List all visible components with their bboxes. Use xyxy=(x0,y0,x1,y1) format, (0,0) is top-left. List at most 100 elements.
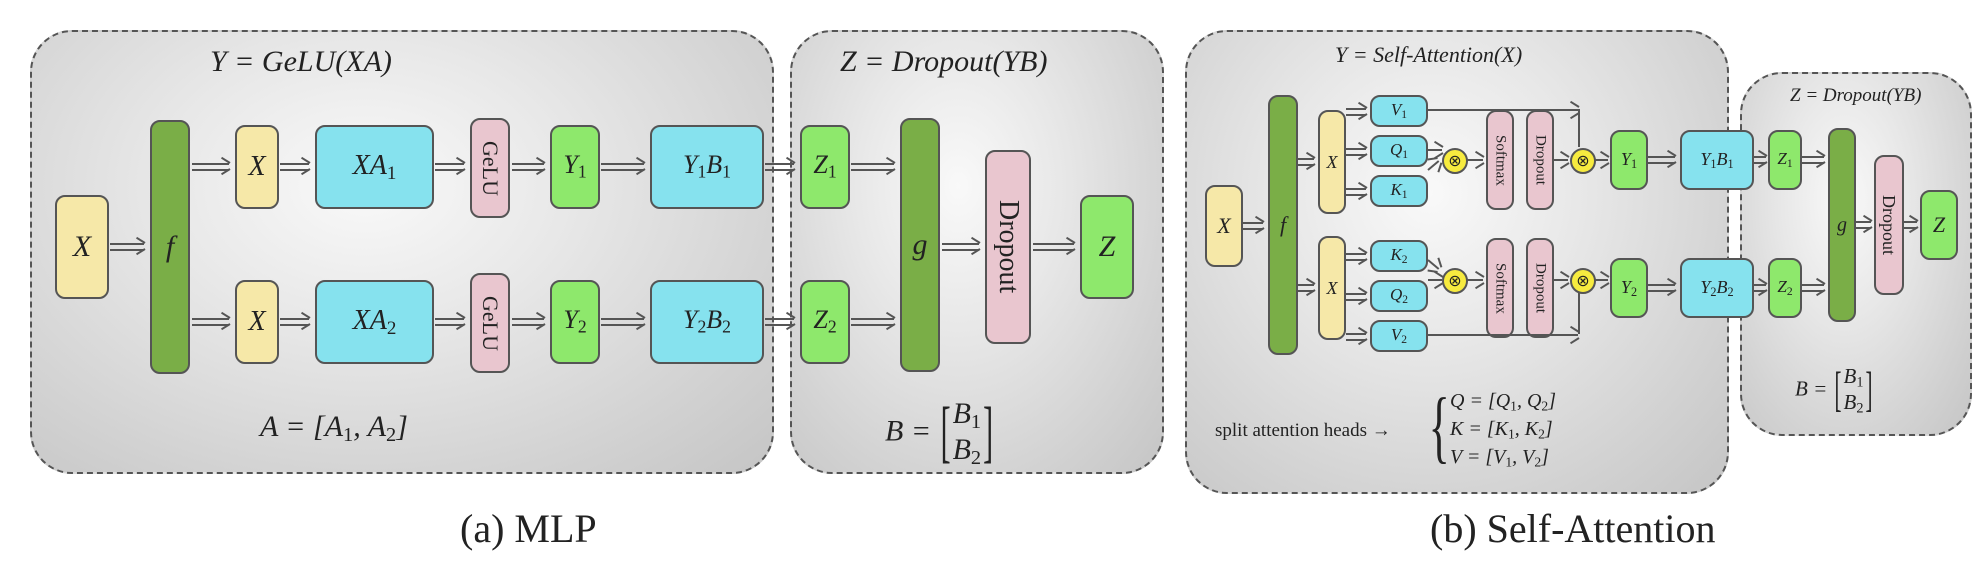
arrow xyxy=(512,318,544,326)
attn-V1: V1 xyxy=(1370,95,1428,127)
arrow xyxy=(435,318,464,326)
attn-brace: { xyxy=(1429,382,1450,473)
mlp-title-2: Z = Dropout(YB) xyxy=(840,45,1047,79)
arrow xyxy=(1648,284,1675,292)
arrow xyxy=(851,318,894,326)
arrow xyxy=(1428,334,1578,336)
attn-av-1: ⊗ xyxy=(1570,148,1596,174)
mlp-title-1: Y = GeLU(XA) xyxy=(210,45,392,79)
arrow xyxy=(1243,222,1263,230)
arrow xyxy=(1346,293,1366,301)
attn-Y2B2: Y2B2 xyxy=(1680,258,1754,318)
mlp-Z1: Z1 xyxy=(800,125,850,209)
arrow xyxy=(192,163,229,171)
arrow xyxy=(1466,279,1483,281)
mlp-XA2: XA2 xyxy=(315,280,434,364)
arrow xyxy=(765,163,794,171)
attn-eq-K: K = [K1, K2] xyxy=(1450,418,1553,442)
attn-dropi-1: Dropout xyxy=(1526,110,1554,210)
arrow xyxy=(1648,156,1675,164)
attn-split-note: split attention heads → xyxy=(1215,420,1391,442)
line xyxy=(1578,109,1580,147)
attn-softmax-1: Softmax xyxy=(1486,110,1514,210)
attn-title-2: Z = Dropout(YB) xyxy=(1790,85,1921,107)
attn-Q1: Q1 xyxy=(1370,135,1428,167)
arrow xyxy=(1754,284,1766,292)
arrow xyxy=(1298,158,1314,166)
arrow xyxy=(765,318,794,326)
attn-Z: Z xyxy=(1920,190,1958,260)
attn-softmax-2: Softmax xyxy=(1486,238,1514,338)
mlp-Z: Z xyxy=(1080,195,1134,299)
arrow xyxy=(942,243,979,251)
b2-row: B2 xyxy=(953,433,982,466)
arrow xyxy=(1346,188,1366,196)
mlp-Y2B2: Y2B2 xyxy=(650,280,764,364)
attn-g: g xyxy=(1828,128,1856,322)
arrow xyxy=(1594,279,1608,281)
attn-V2: V2 xyxy=(1370,320,1428,352)
arrow xyxy=(1346,253,1366,261)
arrow xyxy=(1903,221,1917,229)
arrow xyxy=(601,318,644,326)
arrow xyxy=(1033,243,1074,251)
attn-Y1: Y1 xyxy=(1610,130,1648,190)
mlp-Xtop: X xyxy=(235,125,279,209)
arrow xyxy=(1346,333,1366,341)
arrow xyxy=(435,163,464,171)
mlp-dropout: Dropout xyxy=(985,150,1031,344)
mlp-Xbot: X xyxy=(235,280,279,364)
arrow xyxy=(1428,279,1442,281)
arrow xyxy=(192,318,229,326)
caption-b: (b) Self-Attention xyxy=(1430,505,1716,552)
arrow xyxy=(601,163,644,171)
mlp-g: g xyxy=(900,118,940,372)
attn-eq-Q: Q = [Q1, Q2] xyxy=(1450,390,1556,414)
arrow xyxy=(1466,159,1483,161)
arrow xyxy=(280,318,309,326)
attn-Z2: Z2 xyxy=(1768,258,1802,318)
line xyxy=(1578,292,1580,334)
mlp-f: f xyxy=(150,120,190,374)
arrow xyxy=(280,163,309,171)
mlp-eqA: A = [A1, A2] xyxy=(260,410,408,447)
attn-X: X xyxy=(1205,185,1243,267)
arrow xyxy=(1856,221,1871,229)
attn-title-1: Y = Self-Attention(X) xyxy=(1335,42,1522,68)
attn-Y1B1: Y1B1 xyxy=(1680,130,1754,190)
attn-eqB: B = [B1B2] xyxy=(1795,365,1874,416)
attn-dropi-2: Dropout xyxy=(1526,238,1554,338)
mlp-eqB: B = [B1B2] xyxy=(885,398,995,469)
arrow xyxy=(851,163,894,171)
mlp-gelu-2: GeLU xyxy=(470,273,510,373)
attn-Y2: Y2 xyxy=(1610,258,1648,318)
attn-K2: K2 xyxy=(1370,240,1428,272)
caption-a: (a) MLP xyxy=(460,505,597,552)
attn-qk-2: ⊗ xyxy=(1442,268,1468,294)
attn-qk-1: ⊗ xyxy=(1442,148,1468,174)
arrow xyxy=(110,243,144,251)
mlp-Z2: Z2 xyxy=(800,280,850,364)
arrow xyxy=(1802,156,1824,164)
arrow xyxy=(1554,279,1568,281)
attn-Q2: Q2 xyxy=(1370,280,1428,312)
attn-Z1: Z1 xyxy=(1768,130,1802,190)
arrow xyxy=(1802,284,1824,292)
mlp-X: X xyxy=(55,195,109,299)
attn-Xtop: X xyxy=(1318,110,1346,214)
attn-Xbot: X xyxy=(1318,236,1346,340)
attn-eq-V: V = [V1, V2] xyxy=(1450,446,1549,470)
mlp-Y2: Y2 xyxy=(550,280,600,364)
arrow xyxy=(1594,159,1608,161)
arrow xyxy=(1754,156,1766,164)
b1-row: B1 xyxy=(953,397,982,430)
mlp-Y1B1: Y1B1 xyxy=(650,125,764,209)
arrow xyxy=(1554,159,1568,161)
arrow xyxy=(1428,149,1442,151)
attn-f: f xyxy=(1268,95,1298,355)
arrow xyxy=(1346,108,1366,116)
attn-av-2: ⊗ xyxy=(1570,268,1596,294)
mlp-XA1: XA1 xyxy=(315,125,434,209)
attn-dropout: Dropout xyxy=(1874,155,1904,295)
attn-K1: K1 xyxy=(1370,175,1428,207)
